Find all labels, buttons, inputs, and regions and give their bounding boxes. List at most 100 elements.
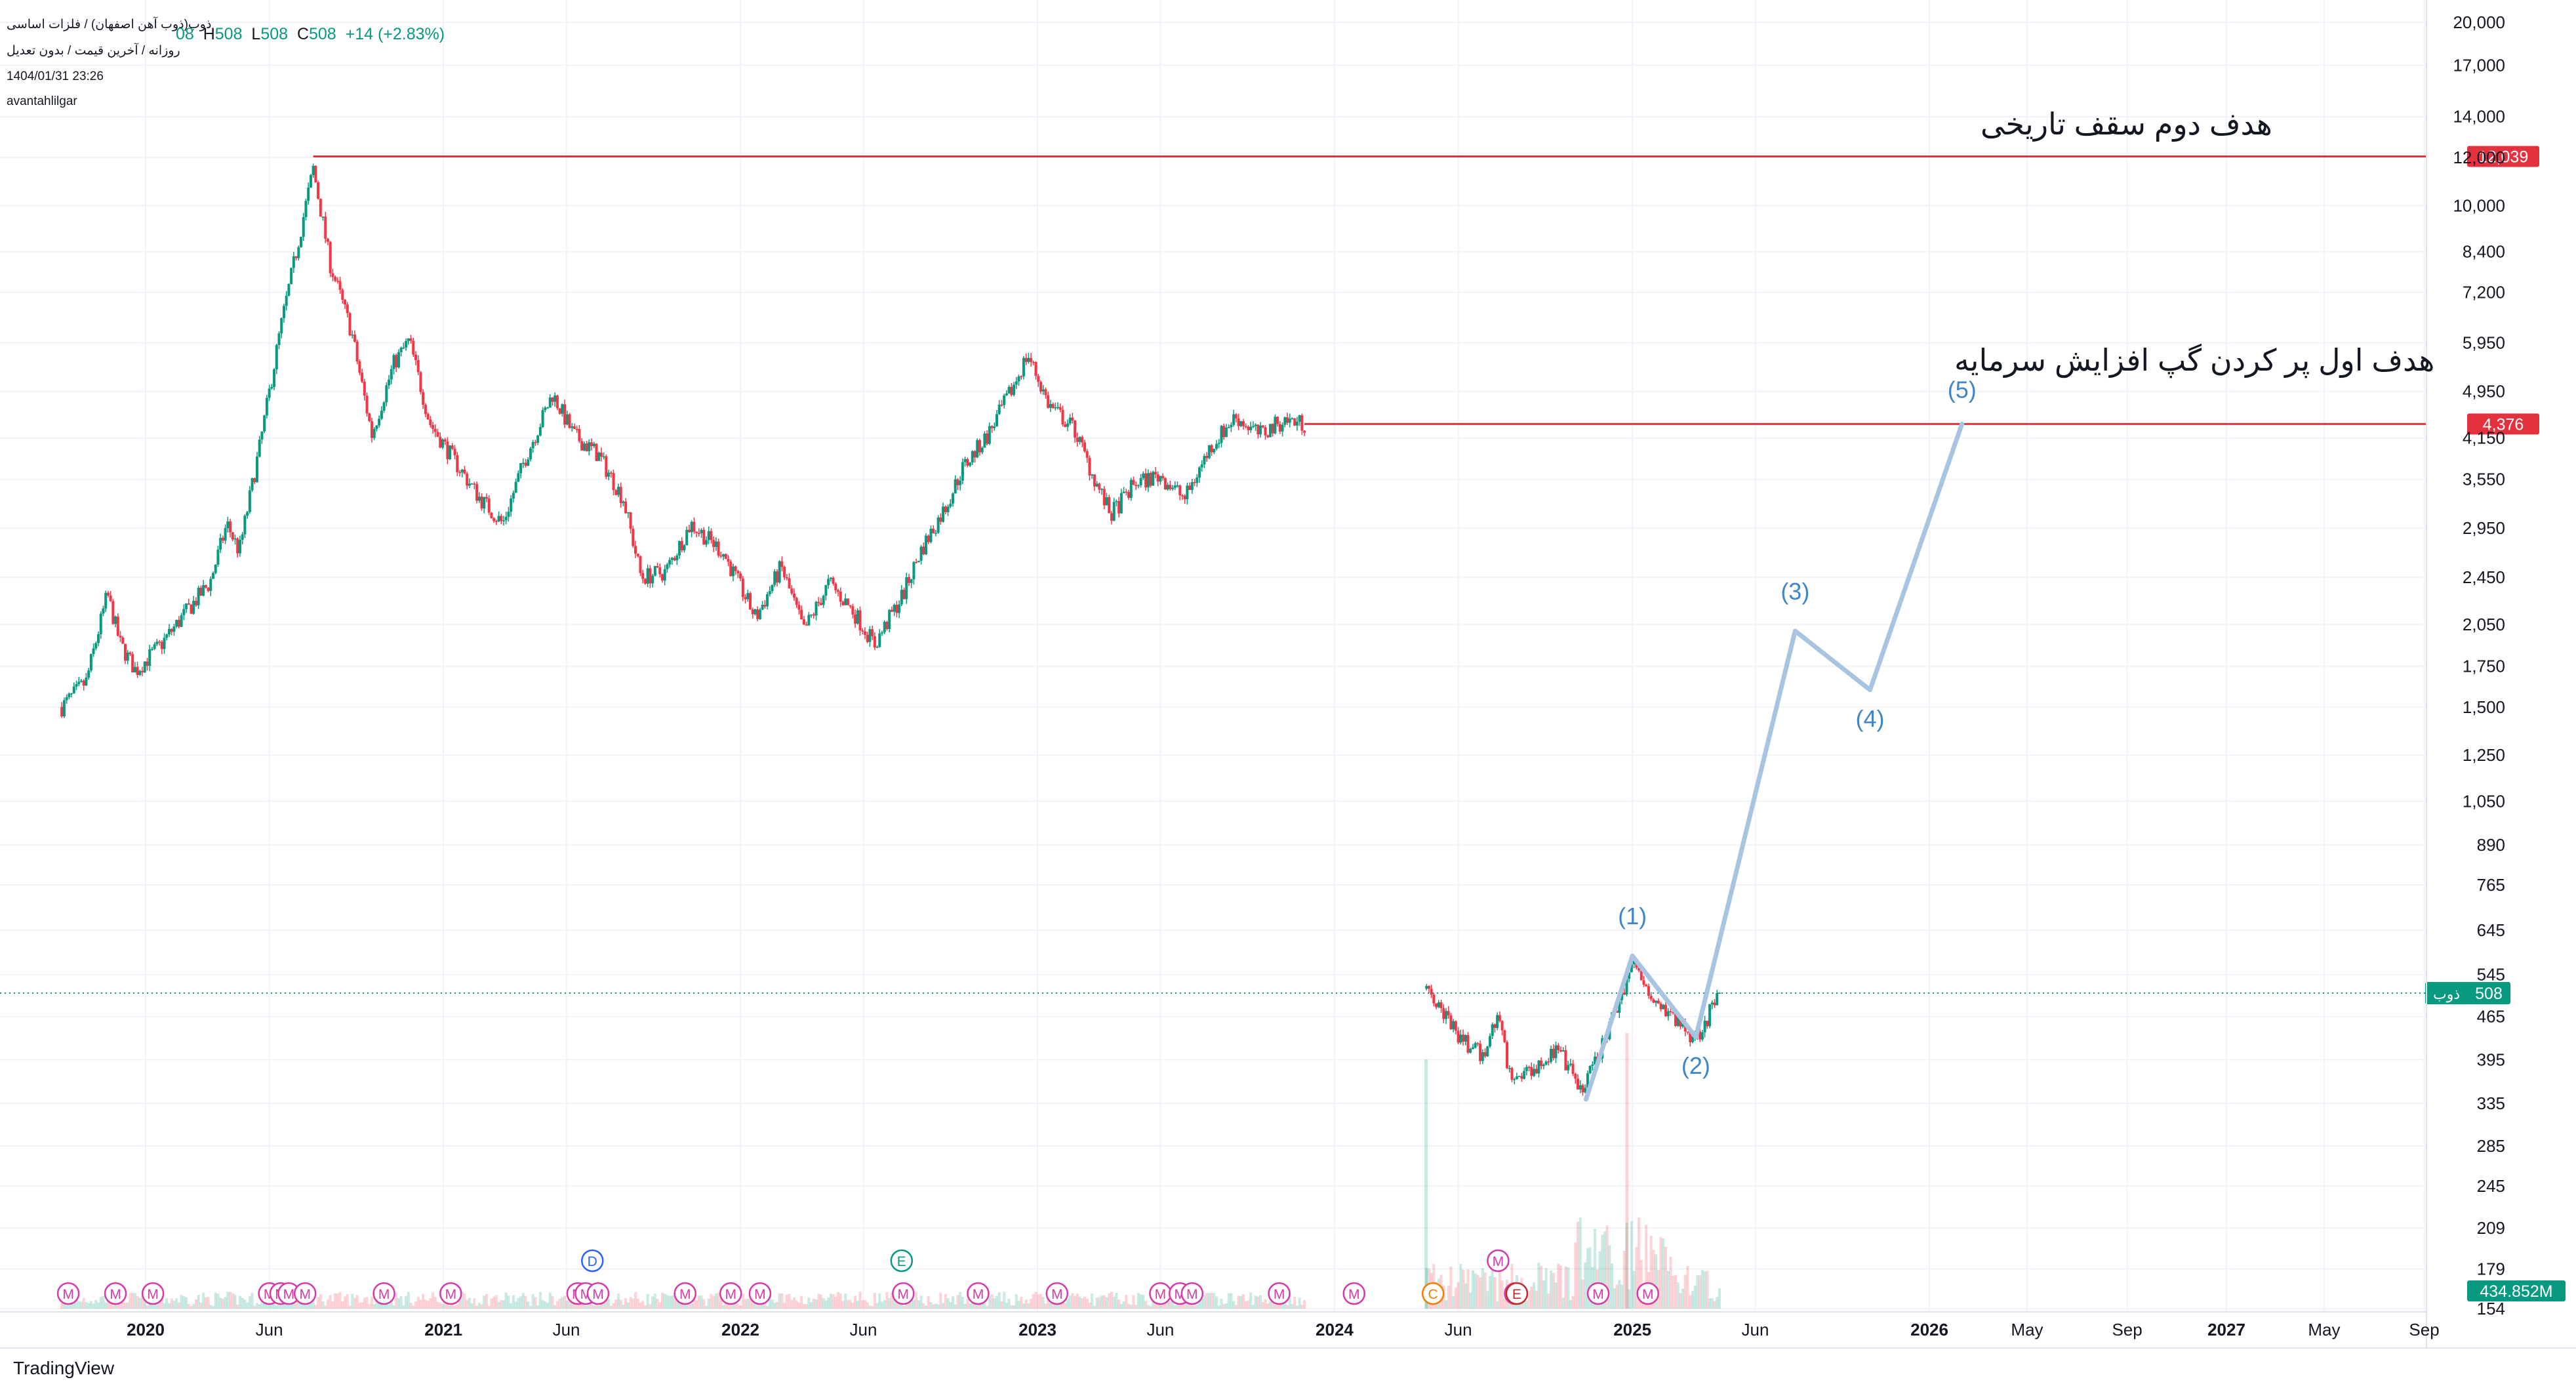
candle-body	[1432, 994, 1436, 1004]
candle-body	[1132, 480, 1135, 485]
volume-bar	[1635, 1247, 1638, 1309]
tradingview-logo[interactable]: TradingView	[13, 1358, 114, 1379]
candle-body	[1444, 1011, 1447, 1019]
volume-bar	[219, 1297, 222, 1309]
candle-body	[1584, 1088, 1587, 1093]
volume-bar	[1669, 1256, 1672, 1309]
event-marker-m	[104, 1282, 127, 1305]
volume-bar	[788, 1294, 791, 1309]
candle-body	[697, 533, 700, 535]
volume-bar	[248, 1296, 251, 1309]
volume-bar	[1115, 1292, 1118, 1309]
volume-bar	[275, 1305, 278, 1309]
volume-bar	[1285, 1305, 1289, 1309]
volume-bar	[510, 1303, 513, 1309]
candle-body	[390, 369, 393, 380]
volume-bar	[131, 1292, 134, 1309]
candle-body	[1117, 500, 1121, 514]
volume-bar	[609, 1305, 613, 1309]
candle-body	[942, 506, 945, 522]
volume-bar	[256, 1303, 259, 1309]
candle-body	[170, 628, 173, 632]
candle-body	[1102, 489, 1106, 506]
candle-body	[668, 560, 672, 565]
candle-body	[1266, 435, 1270, 438]
volume-bar	[405, 1296, 408, 1309]
volume-bar	[1703, 1271, 1706, 1309]
volume-bar	[1706, 1271, 1709, 1309]
candle-body	[1503, 1030, 1506, 1042]
candle-body	[158, 642, 161, 643]
volume-bar	[75, 1297, 78, 1309]
volume-bar	[744, 1299, 747, 1309]
candle-body	[1137, 485, 1140, 487]
candle-body	[680, 541, 683, 550]
candle-body	[1647, 986, 1650, 996]
candle-body	[1247, 426, 1250, 430]
volume-bar	[126, 1302, 129, 1309]
volume-bar	[85, 1301, 88, 1309]
candle-body	[582, 443, 586, 451]
volume-bar	[736, 1303, 740, 1309]
candle-body	[956, 479, 959, 485]
candle-body	[1207, 445, 1211, 459]
candle-body	[710, 531, 713, 541]
candle-body	[548, 398, 552, 408]
candle-body	[246, 512, 249, 516]
candle-body	[1513, 1079, 1516, 1080]
volume-bar	[1657, 1269, 1660, 1309]
x-tick-label: Jun	[850, 1320, 877, 1339]
volume-bar	[785, 1294, 788, 1309]
x-tick-label: 2025	[1613, 1320, 1651, 1339]
candle-body	[612, 473, 615, 491]
volume-bar	[997, 1292, 1001, 1309]
candle-body	[119, 636, 122, 638]
volume-bar	[1471, 1270, 1474, 1309]
volume-bar	[986, 1305, 989, 1309]
volume-bar	[663, 1294, 666, 1309]
volume-bar	[793, 1297, 796, 1309]
candle-body	[324, 216, 327, 239]
volume-bar	[290, 1302, 293, 1309]
candle-body	[534, 441, 537, 443]
volume-bar	[1544, 1268, 1548, 1309]
volume-bar	[832, 1294, 835, 1309]
event-marker-c	[1421, 1282, 1445, 1305]
volume-bar	[1718, 1288, 1721, 1309]
candle-body	[510, 498, 513, 512]
candle-body	[1464, 1035, 1467, 1042]
candle-body	[734, 566, 737, 571]
candle-body	[1146, 473, 1150, 488]
candle-body	[466, 473, 469, 486]
volume-bar	[1251, 1304, 1255, 1309]
candle-body	[258, 439, 261, 457]
volume-bar	[1085, 1298, 1089, 1309]
candle-body	[1230, 424, 1233, 428]
candle-body	[77, 682, 81, 684]
volume-bar	[1586, 1248, 1589, 1309]
candle-body	[1591, 1064, 1594, 1067]
candle-body	[402, 347, 405, 349]
volume-bar	[1291, 1304, 1294, 1309]
volume-bar	[1264, 1299, 1267, 1309]
volume-bar	[1574, 1242, 1577, 1309]
volume-bar	[748, 1299, 752, 1309]
candle-body	[312, 165, 315, 175]
candle-body	[1254, 424, 1257, 426]
volume-bar	[1500, 1280, 1504, 1309]
volume-bar	[616, 1294, 620, 1309]
candle-body	[451, 445, 454, 449]
volume-bar	[106, 1300, 110, 1309]
candle-body	[275, 344, 278, 369]
candle-body	[1581, 1085, 1584, 1093]
volume-bar	[551, 1296, 554, 1309]
y-tick-label: 4,150	[2463, 428, 2505, 448]
volume-bar	[483, 1296, 486, 1309]
y-tick-label: 1,250	[2463, 745, 2505, 765]
candle-body	[1569, 1063, 1572, 1065]
candle-body	[114, 616, 117, 624]
candle-body	[1500, 1021, 1504, 1031]
candle-body	[1154, 472, 1157, 475]
volume-bar	[426, 1300, 430, 1309]
